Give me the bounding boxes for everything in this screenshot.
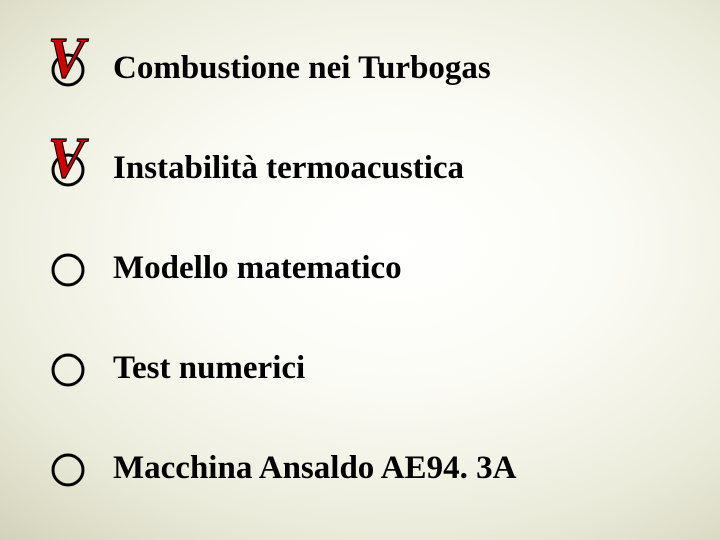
ring-icon — [49, 351, 87, 389]
bullet-circle — [45, 343, 95, 393]
check-icon: V — [48, 29, 85, 87]
list-item: V Instabilità termoacustica — [45, 118, 516, 218]
list-item: Test numerici — [45, 318, 516, 418]
bullet-circle — [45, 443, 95, 493]
ring-icon — [49, 451, 87, 489]
bullet-circle — [45, 243, 95, 293]
item-label: Instabilità termoacustica — [113, 150, 464, 187]
bullet-circle: V — [45, 143, 95, 193]
bullet-circle: V — [45, 43, 95, 93]
ring-icon — [49, 251, 87, 289]
item-label: Macchina Ansaldo AE94. 3A — [113, 450, 516, 487]
item-label: Modello matematico — [113, 250, 402, 287]
check-icon: V — [48, 129, 85, 187]
agenda-list: V Combustione nei Turbogas V Instabilità… — [45, 18, 516, 518]
slide: V Combustione nei Turbogas V Instabilità… — [0, 0, 720, 540]
list-item: V Combustione nei Turbogas — [45, 18, 516, 118]
item-label: Combustione nei Turbogas — [113, 50, 491, 87]
list-item: Macchina Ansaldo AE94. 3A — [45, 418, 516, 518]
item-label: Test numerici — [113, 350, 305, 387]
list-item: Modello matematico — [45, 218, 516, 318]
